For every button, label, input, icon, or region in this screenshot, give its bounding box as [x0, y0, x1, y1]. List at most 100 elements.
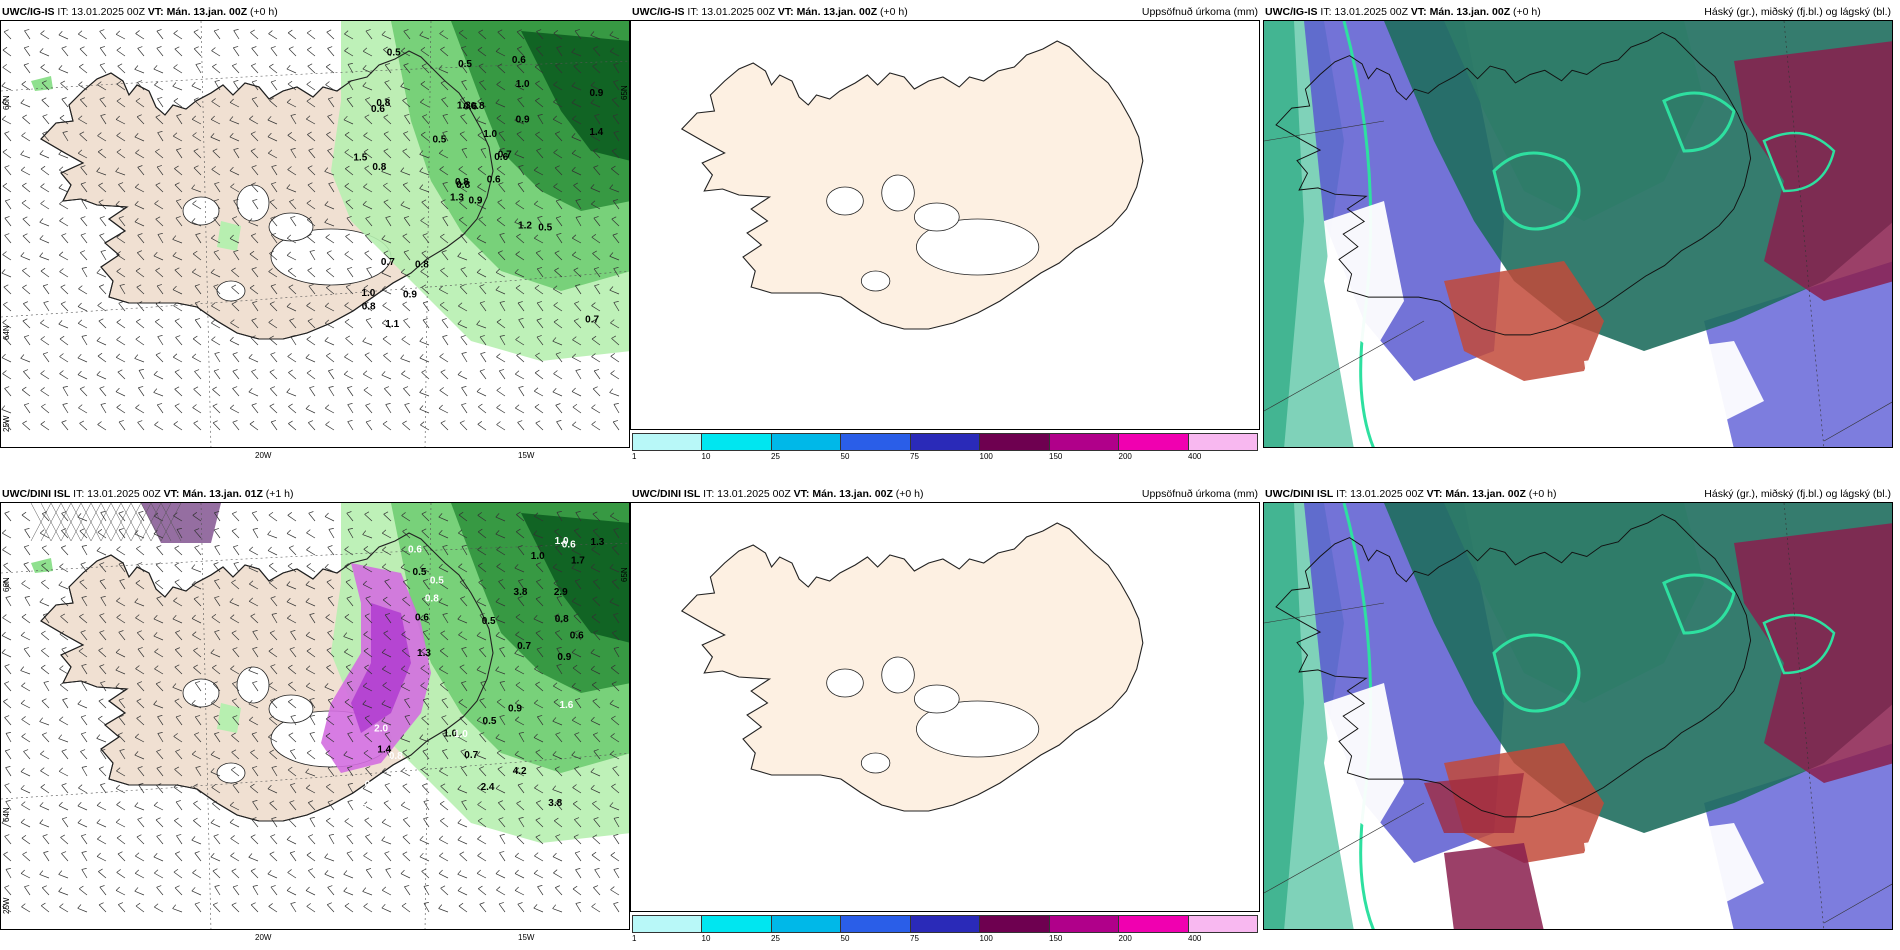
init-time: 13.01.2025 00Z: [701, 6, 778, 18]
glacier: [881, 656, 915, 694]
precip-value: 0.7: [517, 641, 531, 652]
precip-value: 0.6: [415, 612, 429, 623]
glacier: [860, 752, 891, 774]
precip-value: 0.8: [362, 302, 376, 313]
panel-header: UWC/DINI ISL IT: 13.01.2025 00Z VT: Mán.…: [2, 488, 294, 500]
model-name: UWC/IG-IS: [1265, 6, 1318, 18]
precip-value: 0.9: [516, 114, 530, 125]
colorbar-labels: 1 10 25 50 75 100 150 200 400: [630, 934, 1260, 946]
lead-time: (+0 h): [1513, 6, 1541, 18]
precip-value: 0.6: [408, 545, 422, 556]
map-area: [630, 502, 1260, 912]
map-canvas: [1264, 503, 1892, 929]
colorbar-segment: [633, 434, 703, 450]
precip-value: 0.7: [585, 314, 599, 325]
lat-tick-25w: 25W: [2, 415, 11, 432]
precip-value-labels: 0.6 0.5 1.3 1.6 2.9 2.4 1.0 3.8 4.2 2.0 0.5 3.8 0.7 1…: [353, 536, 605, 812]
valid-time: Mán. 13.jan. 00Z: [1429, 6, 1514, 18]
init-time: 13.01.2025 00Z: [1334, 6, 1411, 18]
precip-value: 0.8: [389, 751, 403, 762]
map-panel-accum-precip-dini: UWC/DINI ISL IT: 13.01.2025 00Z VT: Mán.…: [630, 482, 1260, 943]
precip-value: 1.4: [589, 127, 603, 138]
precip-value: 0.6: [494, 152, 508, 163]
panel-field-title: Uppsöfnuð úrkoma (mm): [1141, 6, 1258, 18]
vt-label: VT:: [163, 488, 183, 500]
model-name: UWC/DINI ISL: [1265, 488, 1334, 500]
lat-tick-66n: 66N: [2, 577, 11, 592]
lead-time: (+1 h): [265, 488, 294, 500]
iceland-outline: [1275, 513, 1752, 818]
map-area: [1263, 502, 1893, 930]
init-time: 13.01.2025 00Z: [717, 488, 794, 500]
glacier: [860, 270, 891, 292]
precip-value: 0.6: [487, 174, 501, 185]
colorbar-label: 10: [701, 452, 711, 461]
precip-value: 0.8: [376, 98, 390, 109]
colorbar-segment: [980, 434, 1050, 450]
precip-value: 0.5: [353, 801, 367, 812]
map-area: [1263, 20, 1893, 448]
panel-header: UWC/IG-IS IT: 13.01.2025 00Z VT: Mán. 13…: [632, 6, 908, 18]
precip-value: 3.8: [514, 587, 528, 598]
precip-value: 4.2: [513, 766, 527, 777]
precip-value: 0.9: [508, 703, 522, 714]
vt-label: VT:: [793, 488, 813, 500]
valid-time: Mán. 13.jan. 00Z: [166, 6, 251, 18]
panel-field-title: Uppsöfnuð úrkoma (mm): [1141, 488, 1258, 500]
colorbar-label: 400: [1188, 452, 1202, 461]
precip-value-labels: 0.90.60.81.00.60.80.60.81.00.60.50.70.80…: [353, 48, 603, 330]
colorbar-label: 100: [979, 452, 993, 461]
lat-tick-64n: 64N: [2, 325, 11, 340]
colorbar-label: 200: [1118, 452, 1132, 461]
colorbar-segment: [841, 916, 911, 932]
precip-value: 0.5: [482, 616, 496, 627]
precip-value: 1.1: [385, 319, 399, 330]
colorbar-segment: [910, 916, 981, 932]
hatched-area: [30, 503, 182, 542]
precip-value: 0.8: [471, 101, 485, 112]
precip-value: 0.5: [430, 576, 444, 587]
precip-value: 1.7: [571, 555, 585, 566]
precip-value: 1.3: [457, 100, 471, 111]
map-canvas: 0.90.60.81.00.60.80.60.81.00.60.50.70.80…: [1, 21, 629, 447]
precip-value: 1.0: [454, 729, 468, 740]
wind-barbs: [1, 29, 620, 431]
precip-value: 2.0: [374, 723, 388, 734]
precip-value: 0.7: [464, 750, 478, 761]
colorbar-segment: [1049, 916, 1120, 932]
model-name: UWC/DINI ISL: [2, 488, 71, 500]
panel-header: UWC/DINI ISL IT: 13.01.2025 00Z VT: Mán.…: [632, 488, 924, 500]
precip-value: 0.8: [372, 162, 386, 173]
colorbar-label: 150: [1049, 934, 1063, 943]
colorbar-segment: [702, 916, 772, 932]
model-name: UWC/IG-IS: [632, 6, 685, 18]
glacier: [268, 694, 314, 724]
precip-value: 0.5: [432, 135, 446, 146]
precip-value: 0.9: [589, 88, 603, 99]
precip-value: 0.7: [365, 779, 379, 790]
precip-value: 0.8: [456, 180, 470, 191]
lon-tick-15w: 15W: [518, 933, 535, 942]
cloud-layers: [1264, 21, 1892, 447]
precip-value: 3.8: [548, 798, 562, 809]
glacier: [182, 196, 220, 226]
map-area: 0.6 0.5 1.3 1.6 2.9 2.4 1.0 3.8 4.2 2.0 0.5 3.8 0.7 1…: [0, 502, 630, 930]
glacier: [915, 700, 1040, 758]
map-panel-wind-precip-igis: UWC/IG-IS IT: 13.01.2025 00Z VT: Mán. 13…: [0, 0, 630, 460]
precip-value: 2.9: [554, 587, 568, 598]
valid-time: Mán. 13.jan. 00Z: [1445, 488, 1529, 500]
lat-tick-66n: 66N: [2, 95, 11, 110]
panel-field-title: Háský (gr.), miðský (fj.bl.) og lágský (…: [1704, 6, 1891, 18]
lon-tick-20w: 20W: [255, 451, 272, 460]
colorbar-segment: [771, 916, 842, 932]
precip-value: 1.0: [516, 79, 530, 90]
precip-value: 0.7: [381, 257, 395, 268]
precip-value: 0.9: [557, 652, 571, 663]
model-name: UWC/DINI ISL: [632, 488, 701, 500]
precip-value: 0.5: [413, 567, 427, 578]
glacier: [826, 186, 864, 216]
lon-tick-20w: 20W: [255, 933, 272, 942]
init-time: 13.01.2025 00Z: [71, 6, 148, 18]
precip-value: 1.3: [590, 537, 604, 548]
colorbar-segment: [1049, 434, 1120, 450]
